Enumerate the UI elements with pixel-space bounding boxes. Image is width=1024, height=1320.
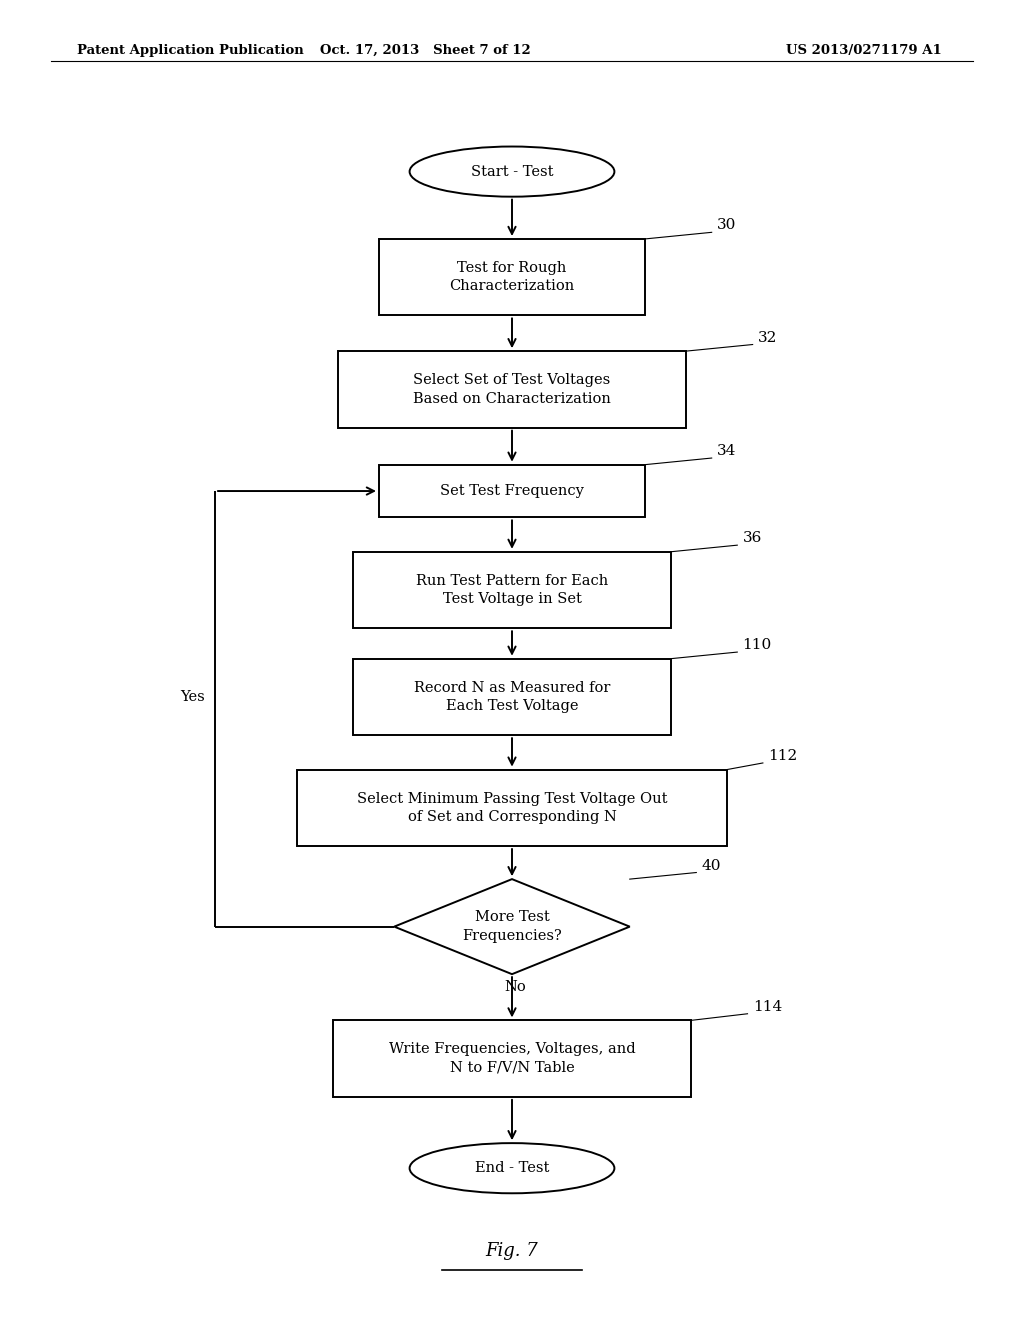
Text: 112: 112: [768, 748, 798, 763]
Bar: [333, 1020, 691, 1097]
Text: Run Test Pattern for Each
Test Voltage in Set: Run Test Pattern for Each Test Voltage i…: [416, 574, 608, 606]
Text: Select Set of Test Voltages
Based on Characterization: Select Set of Test Voltages Based on Cha…: [413, 374, 611, 405]
Text: Write Frequencies, Voltages, and
N to F/V/N Table: Write Frequencies, Voltages, and N to F/…: [389, 1043, 635, 1074]
Text: 30: 30: [717, 218, 736, 232]
Text: Start - Test: Start - Test: [471, 165, 553, 178]
Text: Patent Application Publication: Patent Application Publication: [77, 44, 303, 57]
Text: 34: 34: [717, 444, 736, 458]
Bar: [379, 465, 645, 517]
Ellipse shape: [410, 1143, 614, 1193]
Text: Fig. 7: Fig. 7: [485, 1242, 539, 1261]
Text: 32: 32: [758, 330, 777, 345]
Bar: [353, 552, 671, 628]
Text: 114: 114: [753, 999, 782, 1014]
Bar: [379, 239, 645, 315]
Text: 110: 110: [742, 638, 772, 652]
Text: 40: 40: [701, 858, 721, 873]
Text: Test for Rough
Characterization: Test for Rough Characterization: [450, 261, 574, 293]
Text: Select Minimum Passing Test Voltage Out
of Set and Corresponding N: Select Minimum Passing Test Voltage Out …: [356, 792, 668, 824]
Text: US 2013/0271179 A1: US 2013/0271179 A1: [786, 44, 942, 57]
Bar: [297, 770, 727, 846]
Polygon shape: [394, 879, 630, 974]
Text: Record N as Measured for
Each Test Voltage: Record N as Measured for Each Test Volta…: [414, 681, 610, 713]
Ellipse shape: [410, 147, 614, 197]
Text: Yes: Yes: [180, 690, 205, 704]
Text: 36: 36: [742, 531, 762, 545]
Bar: [338, 351, 686, 428]
Text: No: No: [504, 981, 526, 994]
Text: Oct. 17, 2013   Sheet 7 of 12: Oct. 17, 2013 Sheet 7 of 12: [319, 44, 530, 57]
Text: Set Test Frequency: Set Test Frequency: [440, 484, 584, 498]
Text: End - Test: End - Test: [475, 1162, 549, 1175]
Text: More Test
Frequencies?: More Test Frequencies?: [462, 911, 562, 942]
Bar: [353, 659, 671, 735]
